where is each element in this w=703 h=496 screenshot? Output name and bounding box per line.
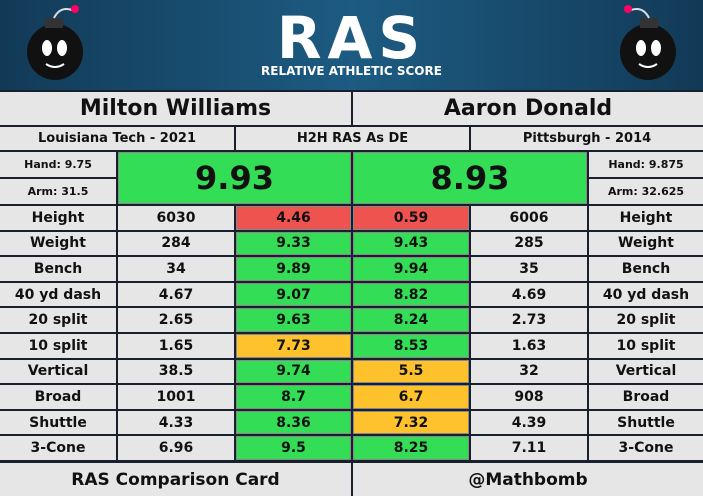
measurement: 1.65 [118,334,234,358]
metric-score: 9.94 [353,257,469,281]
metric-score: 8.24 [353,308,469,332]
metric: Vertical [589,359,703,384]
measurement: 4.39 [471,410,587,435]
metric: 10 split [589,334,703,358]
subtitle: RELATIVE ATHLETIC SCORE [261,64,442,78]
measurement: 2.73 [471,308,587,332]
metric: Shuttle [589,410,703,435]
metric-score: 7.32 [353,410,469,435]
metric: Broad [0,385,116,409]
measurement: 6.96 [118,436,234,460]
metric-score: 8.53 [353,334,469,358]
arm: Arm: 32.625 [589,179,703,204]
measurement: 4.69 [471,282,587,307]
header: RAS RELATIVE ATHLETIC SCORE [0,0,703,90]
measurement: 6006 [471,206,587,230]
metric: 20 split [0,308,116,332]
metric: Weight [589,231,703,256]
player-name: Aaron Donald [353,92,703,125]
metric-score: 5.5 [353,359,469,384]
footer-right: @Mathbomb [353,463,703,496]
ras-score: 8.93 [353,152,587,204]
metric: 40 yd dash [589,282,703,307]
metric-score: 8.7 [236,385,351,409]
metric: Bench [589,257,703,281]
metric-score: 8.25 [353,436,469,460]
metric-score: 9.89 [236,257,351,281]
metric: 40 yd dash [0,282,116,307]
measurement: 908 [471,385,587,409]
metric: Height [0,206,116,230]
metric: Height [589,206,703,230]
metric-score: 8.36 [236,410,351,435]
arm: Arm: 31.5 [0,179,116,204]
metric-score: 8.82 [353,282,469,307]
measurement: 34 [118,257,234,281]
center-label: H2H RAS As DE [236,127,469,150]
metric: 10 split [0,334,116,358]
measurement: 284 [118,231,234,256]
metric-score: 9.43 [353,231,469,256]
metric-score: 4.46 [236,206,351,230]
player-name: Milton Williams [0,92,351,125]
footer-left: RAS Comparison Card [0,463,351,496]
hand: Hand: 9.75 [0,152,116,177]
metric-score: 9.5 [236,436,351,460]
measurement: 1.63 [471,334,587,358]
measurement: 4.67 [118,282,234,307]
measurement: 32 [471,359,587,384]
metric: Broad [589,385,703,409]
metric-score: 9.33 [236,231,351,256]
metric-score: 6.7 [353,385,469,409]
measurement: 1001 [118,385,234,409]
metric: 20 split [589,308,703,332]
school: Louisiana Tech - 2021 [0,127,234,150]
school: Pittsburgh - 2014 [471,127,703,150]
bomb-left [27,5,83,80]
bomb-icons [27,5,676,80]
hand: Hand: 9.875 [589,152,703,177]
metric-score: 9.63 [236,308,351,332]
measurement: 285 [471,231,587,256]
measurement: 6030 [118,206,234,230]
measurement: 7.11 [471,436,587,460]
metric: Bench [0,257,116,281]
metric: Weight [0,231,116,256]
metric-score: 9.07 [236,282,351,307]
metric-score: 7.73 [236,334,351,358]
metric-score: 9.74 [236,359,351,384]
metric: Vertical [0,359,116,384]
measurement: 2.65 [118,308,234,332]
measurement: 35 [471,257,587,281]
metric: 3-Cone [0,436,116,460]
bomb-right [620,5,676,80]
measurement: 38.5 [118,359,234,384]
logo: RAS [276,4,427,72]
measurement: 4.33 [118,410,234,435]
metric: Shuttle [0,410,116,435]
ras-score: 9.93 [118,152,351,204]
metric: 3-Cone [589,436,703,460]
metric-score: 0.59 [353,206,469,230]
